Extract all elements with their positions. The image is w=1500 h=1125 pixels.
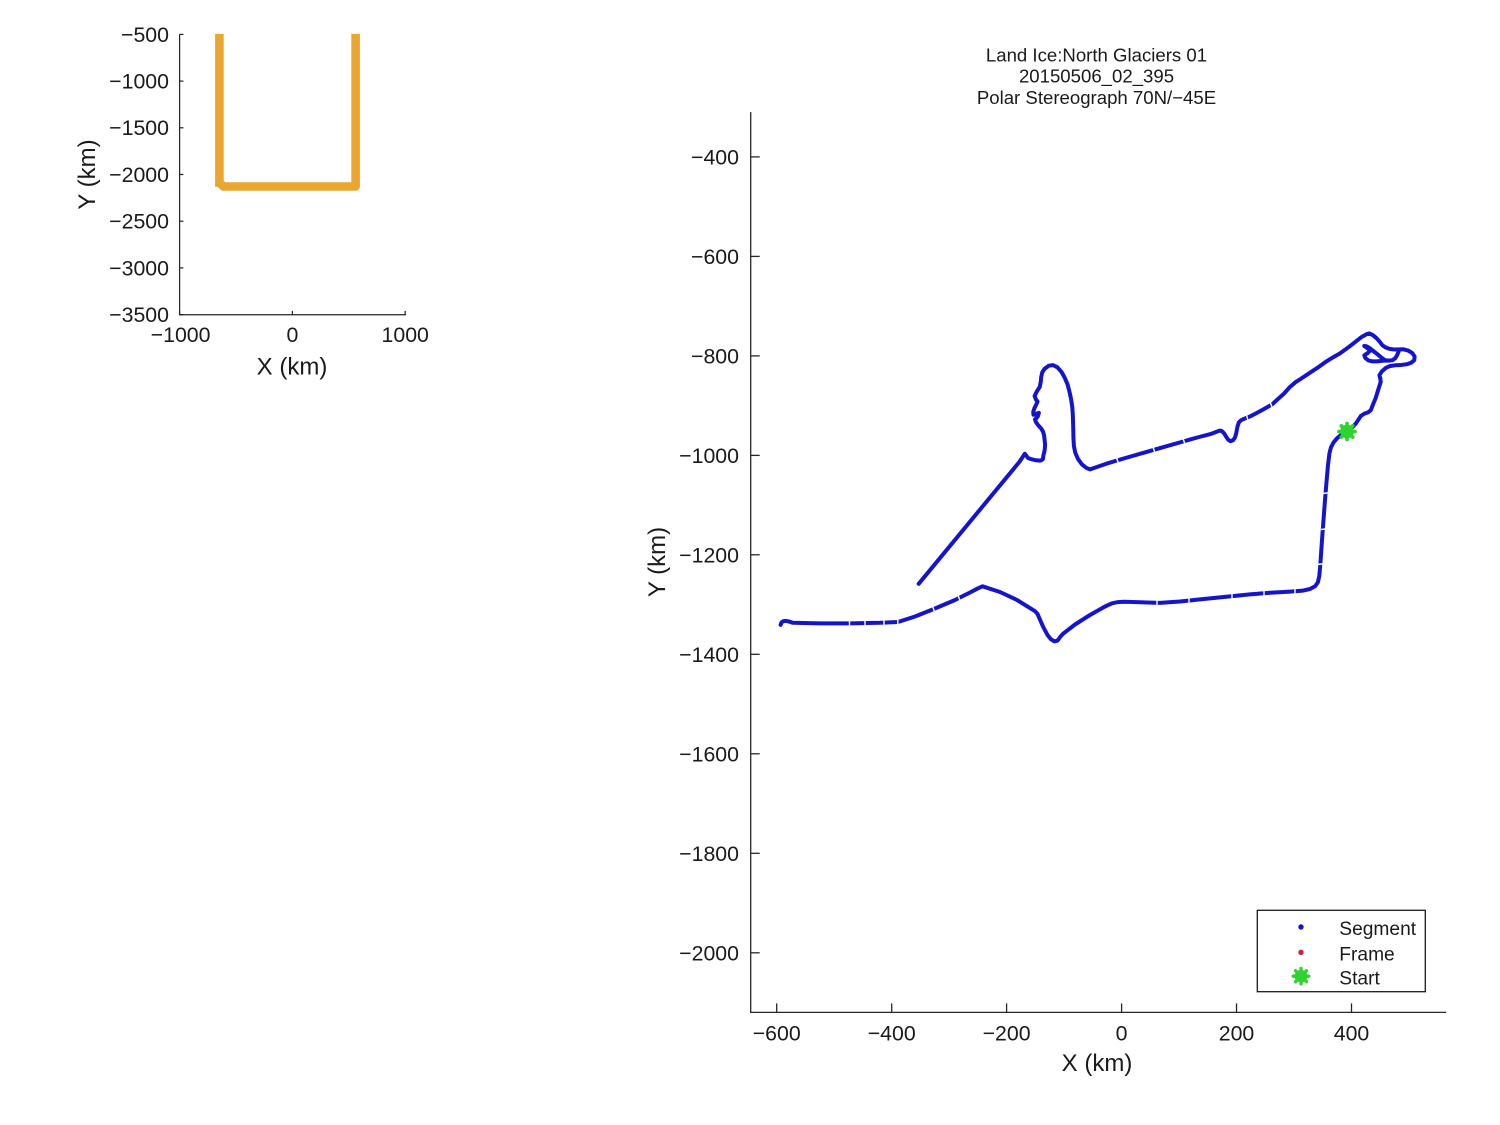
- svg-text:Polar Stereograph 70N/−45E: Polar Stereograph 70N/−45E: [977, 87, 1216, 108]
- svg-text:Frame: Frame: [1339, 944, 1394, 965]
- svg-text:0: 0: [1116, 1022, 1128, 1046]
- svg-text:−600: −600: [691, 245, 739, 269]
- svg-text:−2000: −2000: [109, 163, 169, 187]
- svg-text:−500: −500: [121, 23, 169, 47]
- svg-text:−2500: −2500: [109, 210, 169, 234]
- svg-text:−3000: −3000: [109, 256, 169, 280]
- svg-text:200: 200: [1219, 1022, 1255, 1046]
- svg-text:−1800: −1800: [679, 842, 739, 866]
- svg-text:−400: −400: [868, 1022, 916, 1046]
- svg-text:−800: −800: [691, 344, 739, 368]
- svg-text:−1500: −1500: [109, 116, 169, 140]
- svg-text:−3500: −3500: [109, 303, 169, 327]
- svg-text:−1000: −1000: [151, 323, 211, 347]
- svg-text:Land Ice:North Glaciers 01: Land Ice:North Glaciers 01: [986, 45, 1207, 66]
- svg-text:−200: −200: [983, 1022, 1031, 1046]
- svg-text:Segment: Segment: [1339, 919, 1416, 940]
- svg-text:X (km): X (km): [257, 353, 328, 380]
- svg-text:−1000: −1000: [109, 70, 169, 94]
- svg-text:20150506_02_395: 20150506_02_395: [1019, 66, 1174, 88]
- svg-text:−1200: −1200: [679, 543, 739, 567]
- svg-text:−2000: −2000: [679, 941, 739, 965]
- svg-text:400: 400: [1334, 1022, 1370, 1046]
- svg-text:1000: 1000: [382, 323, 430, 347]
- svg-text:X (km): X (km): [1062, 1050, 1133, 1077]
- svg-text:−400: −400: [691, 145, 739, 169]
- svg-text:Start: Start: [1339, 969, 1380, 990]
- svg-text:−1600: −1600: [679, 742, 739, 766]
- svg-text:−600: −600: [753, 1022, 801, 1046]
- svg-text:0: 0: [286, 323, 298, 347]
- svg-text:−1000: −1000: [679, 444, 739, 468]
- svg-text:Y (km): Y (km): [644, 527, 671, 597]
- svg-text:Y (km): Y (km): [74, 139, 101, 209]
- svg-text:−1400: −1400: [679, 643, 739, 667]
